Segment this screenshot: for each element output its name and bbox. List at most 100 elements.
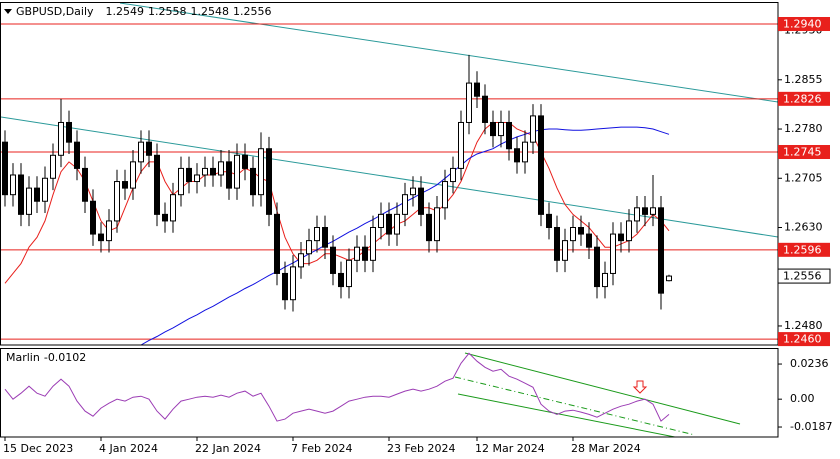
- candle-body: [506, 121, 512, 150]
- candle-body: [394, 213, 400, 235]
- candle-body: [610, 233, 616, 274]
- candle-body: [562, 240, 568, 261]
- candle-body: [498, 121, 504, 137]
- candle-body: [330, 246, 336, 274]
- labels: GBPUSD,Daily 1.2549 1.2558 1.2548 1.2556 Mar…: [4, 5, 272, 364]
- candle-body: [418, 187, 424, 215]
- candle-body: [362, 246, 368, 261]
- candle-body: [322, 226, 328, 248]
- trend-line: [1, 116, 778, 238]
- candle-body: [202, 167, 208, 176]
- candle-body: [650, 207, 656, 215]
- level-label: 1.2826: [783, 92, 822, 105]
- candle-body: [162, 213, 168, 222]
- candle-body: [2, 141, 8, 196]
- candle-body: [482, 95, 488, 123]
- candle-body: [458, 121, 464, 169]
- candle-body: [642, 207, 648, 215]
- candle-body: [98, 233, 104, 242]
- level-label: 1.2596: [783, 243, 822, 256]
- candle-body: [546, 213, 552, 228]
- candle-body: [554, 226, 560, 261]
- indicator-tick-label: -0.0187: [790, 420, 832, 433]
- candle-body: [34, 187, 40, 202]
- candle-body: [66, 121, 72, 143]
- candle-body: [146, 141, 152, 156]
- x-tick-label: 23 Feb 2024: [387, 442, 455, 455]
- x-tick-label: 22 Jan 2024: [195, 442, 261, 455]
- indicator-tick-label: 0.0236: [790, 357, 829, 370]
- candle-body: [26, 187, 32, 215]
- price-label: 1.2556: [783, 270, 822, 283]
- low-value: 1.2548: [191, 5, 230, 18]
- candle-body: [186, 167, 192, 183]
- indicator-name: Marlin: [6, 351, 40, 364]
- candle-body: [42, 177, 48, 202]
- x-tick-label: 28 Mar 2024: [571, 442, 641, 455]
- y-tick-label: 1.2855: [784, 73, 823, 86]
- y-tick-label: 1.2780: [784, 122, 823, 135]
- candle-body: [530, 115, 536, 143]
- candle-body: [82, 167, 88, 202]
- level-label-box: [778, 242, 830, 257]
- candle-body: [442, 181, 448, 209]
- x-tick-label: 15 Dec 2023: [3, 442, 73, 455]
- candle-body: [634, 207, 640, 222]
- level-label: 1.2460: [783, 333, 822, 346]
- candle-body: [538, 115, 544, 215]
- channel-mid-line: [454, 376, 696, 436]
- candle-body: [434, 207, 440, 242]
- indicator-line: [4, 352, 670, 422]
- candle-body: [274, 213, 280, 274]
- candle-body: [154, 154, 160, 215]
- candle-body: [74, 141, 80, 169]
- candle-body: [266, 148, 272, 215]
- candle-body: [130, 161, 136, 189]
- candle-body: [58, 121, 64, 156]
- candle-body: [490, 121, 496, 137]
- candle-body: [658, 207, 664, 294]
- symbol: GBPUSD,Daily: [16, 5, 94, 18]
- candle-body: [114, 181, 120, 222]
- moving-average: [4, 122, 670, 284]
- x-tick-label: 12 Mar 2024: [475, 442, 545, 455]
- level-label-box: [778, 145, 830, 160]
- candle-body: [474, 82, 480, 97]
- candle-body: [626, 220, 632, 242]
- candle-body: [226, 161, 232, 189]
- candle-body: [450, 167, 456, 183]
- symbol-icon: [4, 9, 12, 14]
- candle-body: [258, 148, 264, 196]
- level-label-box: [778, 332, 830, 347]
- level-label-box: [778, 17, 830, 32]
- candle-body: [194, 174, 200, 183]
- level-label: 1.2940: [783, 18, 822, 31]
- candle-body: [402, 194, 408, 215]
- candle-body: [618, 233, 624, 242]
- channel-line: [464, 352, 741, 425]
- candle-body: [578, 226, 584, 235]
- signal-arrow: [632, 380, 648, 394]
- candle-body: [298, 253, 304, 268]
- price-label-box: [777, 268, 831, 284]
- candle-body: [210, 167, 216, 176]
- level-label-box: [778, 91, 830, 106]
- candle-body: [234, 154, 240, 189]
- open-value: 1.2549: [106, 5, 145, 18]
- x-tick-label: 4 Jan 2024: [99, 442, 158, 455]
- candle-body: [18, 174, 24, 215]
- candle-body: [250, 167, 256, 196]
- level-label: 1.2745: [783, 146, 822, 159]
- candle-body: [50, 154, 56, 179]
- candle-body: [514, 148, 520, 163]
- candle-body: [522, 141, 528, 163]
- x-tick-label: 7 Feb 2024: [291, 442, 352, 455]
- indicator-value: -0.0102: [44, 351, 86, 364]
- indicator-tick-label: 0.00: [790, 392, 815, 405]
- candle-body: [370, 226, 376, 261]
- candle-body: [106, 220, 112, 242]
- candle-body: [466, 82, 472, 123]
